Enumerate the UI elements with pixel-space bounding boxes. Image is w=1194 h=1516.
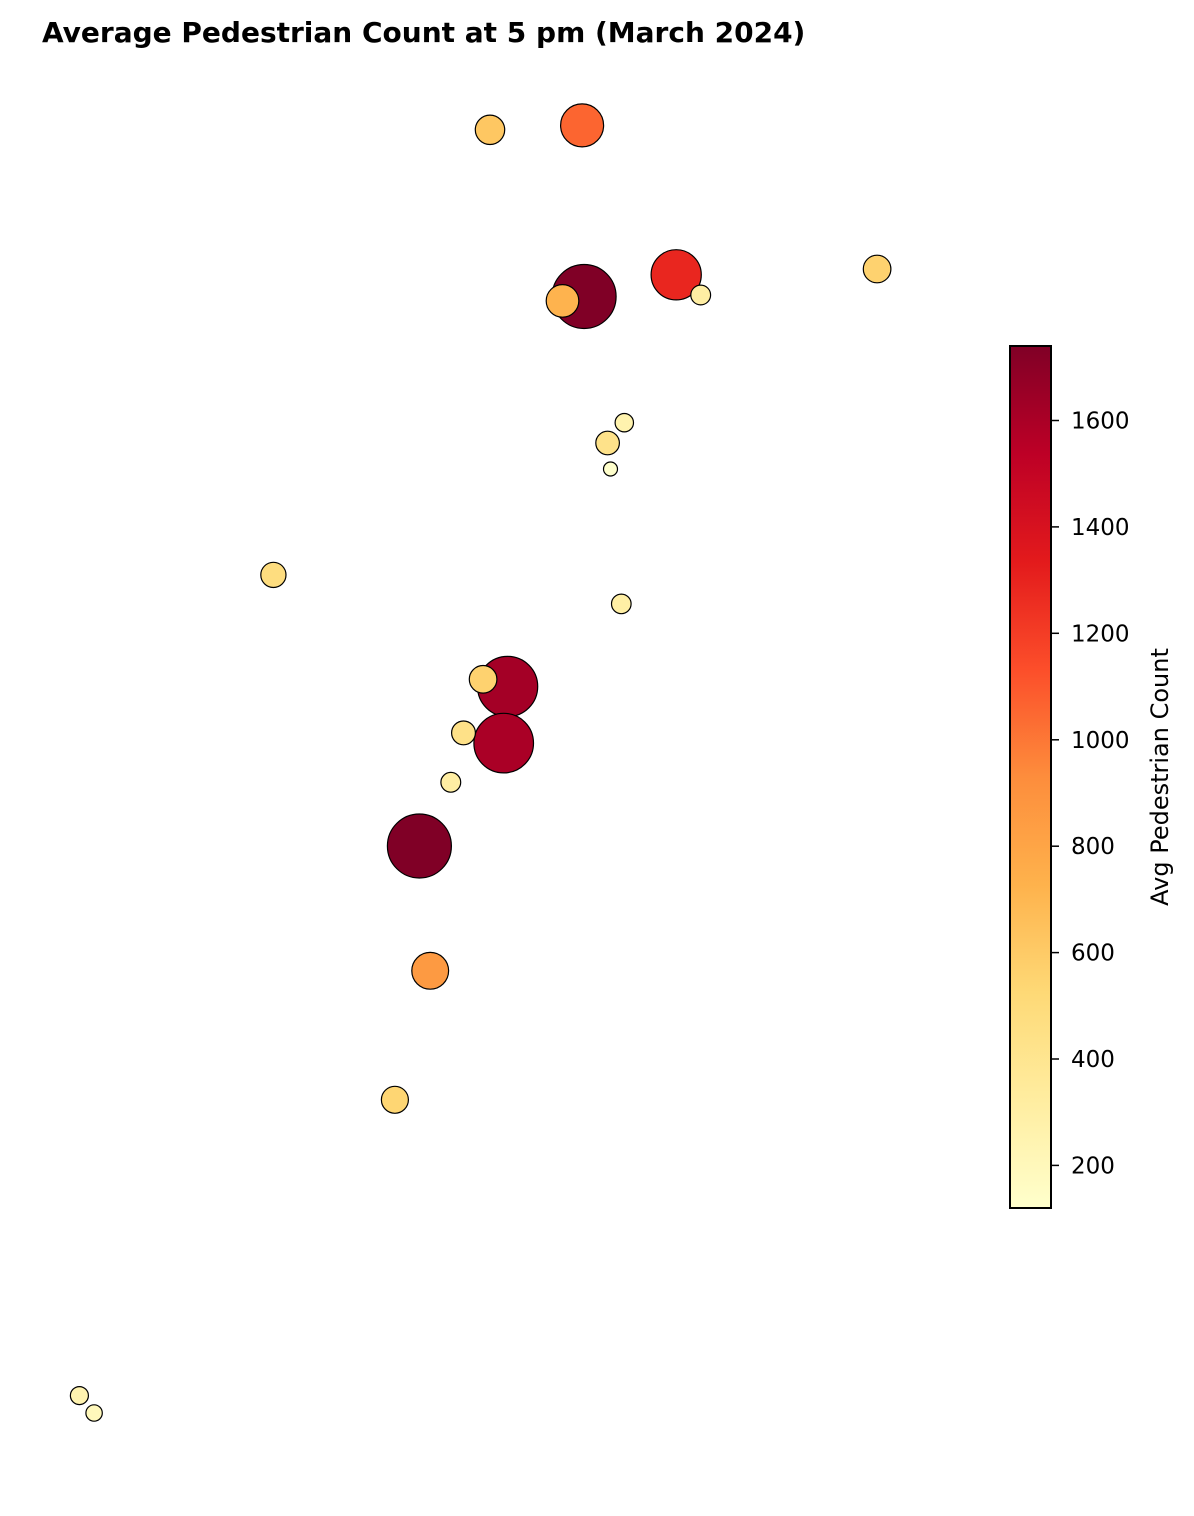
data-point bbox=[690, 284, 712, 306]
data-point bbox=[862, 254, 892, 284]
colorbar-label: Avg Pedestrian Count bbox=[1146, 648, 1174, 906]
colorbar-tick-label: 800 bbox=[1071, 834, 1115, 860]
data-point bbox=[380, 1085, 409, 1114]
colorbar-tick-label: 400 bbox=[1071, 1047, 1115, 1073]
data-point bbox=[468, 664, 498, 694]
colorbar-tick-label: 200 bbox=[1071, 1153, 1115, 1179]
data-point bbox=[69, 1385, 90, 1406]
data-point bbox=[474, 114, 506, 146]
data-point bbox=[451, 720, 477, 746]
data-points bbox=[69, 103, 892, 1422]
data-point bbox=[260, 561, 287, 589]
data-point bbox=[650, 249, 702, 301]
colorbar-tick-label: 1600 bbox=[1071, 409, 1130, 435]
colorbar-tick-label: 1400 bbox=[1071, 515, 1130, 541]
data-point bbox=[473, 712, 535, 774]
colorbar: 200 400 600 800 1000 1200 1400 1600 Avg Pedestr… bbox=[1009, 345, 1174, 1209]
colorbar-ticks: 200 400 600 800 1000 1200 1400 1600 bbox=[1051, 409, 1130, 1179]
colorbar-gradient-bar bbox=[1009, 345, 1052, 1209]
data-point bbox=[545, 284, 580, 318]
data-point bbox=[602, 461, 619, 477]
data-point bbox=[440, 771, 462, 793]
colorbar-tick-label: 1200 bbox=[1071, 621, 1130, 647]
data-point bbox=[386, 813, 452, 879]
colorbar-tick-label: 600 bbox=[1071, 941, 1115, 967]
data-point bbox=[411, 951, 450, 990]
data-point bbox=[559, 103, 605, 148]
data-point bbox=[610, 593, 632, 615]
data-point bbox=[85, 1404, 103, 1422]
data-point bbox=[595, 430, 620, 456]
colorbar-tick-label: 1000 bbox=[1071, 728, 1130, 754]
data-point bbox=[614, 412, 635, 433]
chart-title: Average Pedestrian Count at 5 pm (March … bbox=[42, 16, 805, 49]
